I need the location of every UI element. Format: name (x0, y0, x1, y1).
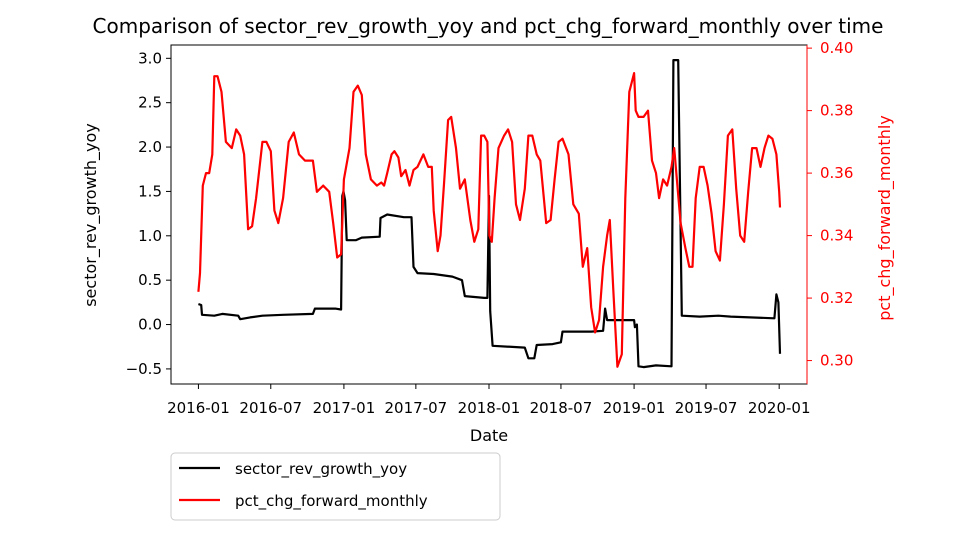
series-line-sector_rev_growth_yoy (198, 58, 782, 369)
y-left-tick-label: 0.5 (138, 271, 162, 289)
x-tick-label: 2019-01 (603, 399, 666, 417)
x-tick-label: 2018-07 (530, 399, 593, 417)
legend-label-sector_rev_growth_yoy: sector_rev_growth_yoy (235, 460, 407, 479)
y-left-tick-label: −0.5 (126, 360, 162, 378)
y-left-tick-label: 2.5 (138, 94, 162, 112)
x-tick-label: 2019-07 (675, 399, 738, 417)
y-right-tick-label: 0.32 (820, 289, 853, 307)
y-left-tick-label: 1.0 (138, 227, 162, 245)
legend: sector_rev_growth_yoy pct_chg_forward_mo… (170, 452, 501, 521)
y-right-tick-label: 0.34 (820, 227, 853, 245)
x-tick-label: 2017-07 (385, 399, 448, 417)
y-left-tick-label: 2.0 (138, 138, 162, 156)
series-line-pct_chg_forward_monthly (197, 71, 782, 368)
y-left-tick-label: 0.0 (138, 316, 162, 334)
y-right-tick-label: 0.40 (820, 39, 853, 57)
x-tick-label: 2020-01 (748, 399, 811, 417)
y-left-tick-label: 3.0 (138, 49, 162, 67)
y-axis-right-title: pct_chg_forward_monthly (875, 115, 895, 321)
y-axis-left-title: sector_rev_growth_yoy (81, 123, 101, 307)
chart-title: Comparison of sector_rev_growth_yoy and … (93, 14, 884, 38)
y-right-tick-label: 0.36 (820, 164, 853, 182)
x-tick-label: 2017-01 (313, 399, 376, 417)
y-left-tick-label: 1.5 (138, 182, 162, 200)
x-tick-label: 2016-07 (239, 399, 302, 417)
legend-box (170, 452, 501, 521)
y-axis-right: 0.40 0.38 0.36 0.34 0.32 0.30 (806, 39, 853, 384)
x-tick-label: 2016-01 (167, 399, 230, 417)
y-right-tick-label: 0.38 (820, 102, 853, 120)
series-layer (197, 58, 782, 369)
y-axis-left: 3.0 2.5 2.0 1.5 1.0 0.5 0.0 −0.5 (126, 49, 171, 378)
y-right-tick-label: 0.30 (820, 352, 853, 370)
x-axis-title: Date (470, 426, 508, 445)
x-tick-label: 2018-01 (458, 399, 521, 417)
legend-label-pct_chg_forward_monthly: pct_chg_forward_monthly (235, 492, 428, 511)
x-axis: 2016-01 2016-07 2017-01 2017-07 2018-01 2018-… (167, 384, 811, 417)
